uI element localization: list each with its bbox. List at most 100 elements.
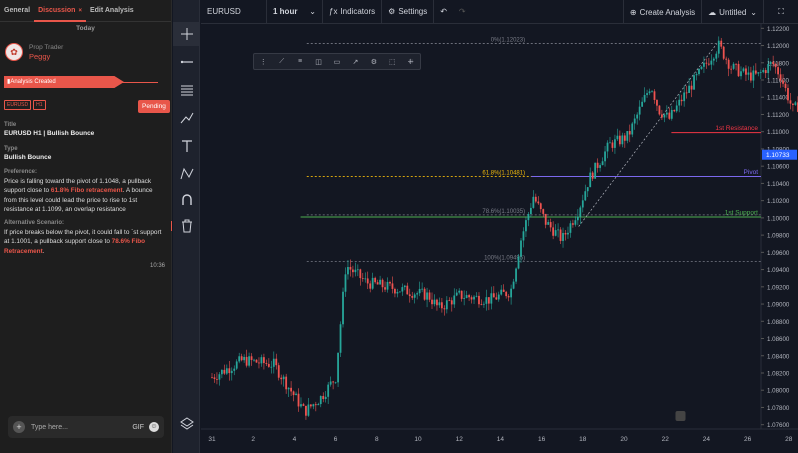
interval-label: 1 hour xyxy=(273,7,298,16)
settings-button[interactable]: ⚙ Settings xyxy=(382,0,435,24)
create-analysis-button[interactable]: ⊕ Create Analysis xyxy=(622,0,703,24)
candle-body xyxy=(779,74,782,81)
line-tool-icon[interactable]: ⟋ xyxy=(279,57,285,65)
candle-body xyxy=(327,384,330,397)
candle-body xyxy=(522,231,525,241)
fullscreen-button[interactable]: ⛶ xyxy=(764,0,798,24)
magnet-icon[interactable] xyxy=(173,188,200,212)
candle-body xyxy=(534,196,537,202)
more-icon[interactable]: ⁜ xyxy=(407,58,414,66)
chart-canvas[interactable]: 1.122001.120001.118001.116001.114001.112… xyxy=(201,24,798,453)
candle-body xyxy=(510,288,513,298)
candle-body xyxy=(717,40,720,54)
candle-body xyxy=(411,296,414,298)
candle-body xyxy=(460,290,463,299)
message-composer: + Type here... GIF ☺ xyxy=(8,416,164,438)
candle-body xyxy=(745,68,747,75)
close-icon[interactable]: × xyxy=(78,7,82,14)
text-icon[interactable] xyxy=(173,134,200,158)
candle-body xyxy=(490,293,493,304)
candle-body xyxy=(277,365,280,378)
candle-body xyxy=(599,165,602,168)
paint-icon[interactable]: ◫ xyxy=(315,58,322,66)
drag-handle-icon[interactable]: ⋮ xyxy=(259,58,267,66)
layers-icon[interactable] xyxy=(173,412,200,436)
select-icon[interactable]: ⬚ xyxy=(388,58,396,66)
candle-body xyxy=(515,268,517,282)
gif-button[interactable]: GIF xyxy=(132,423,144,431)
pattern-icon[interactable] xyxy=(173,162,200,186)
settings-icon[interactable]: ⚙ xyxy=(370,58,377,66)
brush-icon[interactable] xyxy=(173,106,200,130)
line-style-icon[interactable]: ≡ xyxy=(298,58,303,65)
interval-selector[interactable]: 1 hour ⌄ xyxy=(267,0,323,24)
fib-lines-icon[interactable] xyxy=(173,78,200,102)
candle-body xyxy=(384,287,386,290)
candle-body xyxy=(371,277,374,289)
plus-icon[interactable]: + xyxy=(13,421,25,433)
candle-body xyxy=(772,61,775,65)
candle-body xyxy=(656,99,658,106)
candle-body xyxy=(211,377,213,379)
candle-body xyxy=(394,288,396,294)
undo-button[interactable]: ↶ xyxy=(434,0,453,24)
candle-body xyxy=(730,68,733,70)
candle-body xyxy=(564,233,567,235)
candle-body xyxy=(243,356,246,361)
indicators-button[interactable]: ƒx Indicators xyxy=(323,0,383,24)
y-tick-label: 1.08400 xyxy=(767,353,790,360)
candle-body xyxy=(683,92,686,102)
emoji-icon[interactable]: ☺ xyxy=(149,422,159,432)
y-tick-label: 1.07800 xyxy=(767,405,790,412)
candle-body xyxy=(248,356,250,366)
candle-body xyxy=(302,404,305,406)
redo-button[interactable]: ↷ xyxy=(453,0,472,24)
analysis-badges: EURUSD H1 xyxy=(4,100,46,110)
candle-body xyxy=(334,382,337,384)
level-label: Pivot xyxy=(744,169,759,176)
trash-icon[interactable] xyxy=(173,214,200,238)
trader-name[interactable]: Peggy xyxy=(29,51,51,61)
candle-body xyxy=(453,295,456,305)
candle-body xyxy=(478,295,480,305)
preference-post: . A bounce from this level could lead th… xyxy=(4,187,153,213)
candle-body xyxy=(643,94,646,102)
y-tick-label: 1.08600 xyxy=(767,336,790,343)
day-separator: Today xyxy=(76,25,95,32)
candle-body xyxy=(389,281,391,284)
symbol-badge: EURUSD xyxy=(4,100,32,110)
settings-label: Settings xyxy=(398,7,428,16)
candle-body xyxy=(455,292,458,296)
candle-body xyxy=(458,290,461,293)
candle-body xyxy=(581,200,584,208)
tab-general[interactable]: General xyxy=(0,0,34,22)
chart-header: EURUSD 1 hour ⌄ ƒx Indicators ⚙ Settings ↶ … xyxy=(201,0,798,24)
x-tick-label: 22 xyxy=(662,436,670,443)
tab-discussion[interactable]: Discussion × xyxy=(34,0,86,22)
price-chart[interactable]: 1.12200 1.12000 1.11800 1.11600 1.11400 1.112… xyxy=(201,24,798,453)
candle-body xyxy=(300,404,302,407)
candle-body xyxy=(584,191,587,201)
status-badge[interactable]: Pending xyxy=(138,100,170,113)
candle-body xyxy=(483,303,485,305)
extend-icon[interactable]: ↗ xyxy=(352,58,359,66)
layout-selector[interactable]: ☁ Untitled ⌄ xyxy=(702,0,764,24)
message-input[interactable]: Type here... xyxy=(31,423,68,431)
last-price-tag xyxy=(762,149,797,160)
analysis-created-label: Analysis Created xyxy=(10,79,56,85)
trendline-icon[interactable] xyxy=(173,50,200,74)
candle-body xyxy=(225,368,228,374)
symbol-selector[interactable]: EURUSD xyxy=(201,0,267,24)
candle-body xyxy=(517,256,520,269)
candle-body xyxy=(735,63,737,65)
candle-body xyxy=(500,289,503,295)
tab-edit-analysis[interactable]: Edit Analysis xyxy=(86,0,138,22)
width-icon[interactable]: ▭ xyxy=(333,58,341,66)
crosshair-icon[interactable] xyxy=(173,22,200,46)
candle-body xyxy=(473,296,475,300)
x-tick-label: 8 xyxy=(375,436,379,443)
plus-circle-icon: ⊕ xyxy=(629,7,637,17)
analysis-created-banner: ▮Analysis Created xyxy=(4,76,124,88)
candle-body xyxy=(698,68,700,75)
candle-body xyxy=(712,58,715,61)
